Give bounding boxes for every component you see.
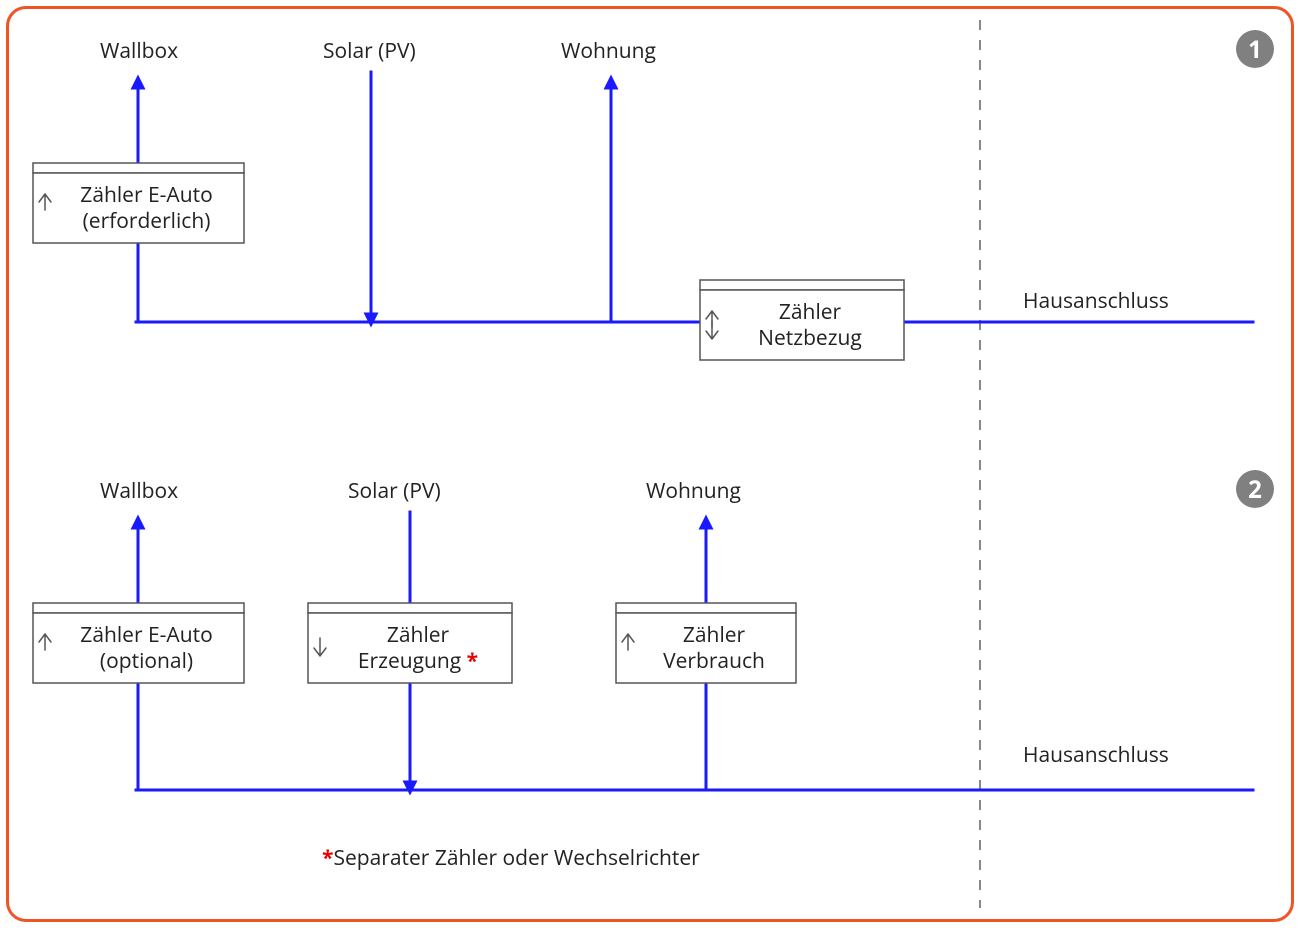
s2-label-hausanschluss: Hausanschluss	[1023, 742, 1169, 768]
footnote-star: *	[322, 844, 333, 872]
s2-meter-erzeugung-line2: Erzeugung *	[358, 647, 478, 675]
s2-meter-eauto-line1: Zähler E-Auto	[80, 621, 212, 649]
footnote-text: Separater Zähler oder Wechselrichter	[333, 844, 699, 872]
s1-label-solar: Solar (PV)	[323, 38, 416, 64]
section-badge-2: 2	[1236, 470, 1274, 508]
section-badge-1: 1	[1236, 30, 1274, 68]
s2-meter-eauto: Zähler E-Auto(optional)	[33, 603, 244, 683]
footnote: *Separater Zähler oder Wechselrichter	[322, 845, 700, 871]
s1-label-hausanschluss: Hausanschluss	[1023, 288, 1169, 314]
s2-meter-verbrauch: ZählerVerbrauch	[616, 603, 796, 683]
s2-meter-erzeugung: ZählerErzeugung *	[308, 603, 512, 683]
s1-meter-netzbezug-line1: Zähler	[779, 298, 842, 326]
s2-meter-verbrauch-line1: Zähler	[683, 621, 746, 649]
s1-label-wallbox: Wallbox	[100, 38, 178, 64]
s2-meter-erzeugung-line1: Zähler	[387, 621, 450, 649]
s1-meter-eauto-line2: (erforderlich)	[83, 207, 211, 235]
s1-meter-netzbezug: ZählerNetzbezug	[700, 280, 904, 360]
diagram-svg: Zähler E-Auto(erforderlich)ZählerNetzbez…	[0, 0, 1300, 928]
s2-label-wallbox: Wallbox	[100, 478, 178, 504]
s2-label-solar: Solar (PV)	[348, 478, 441, 504]
s1-label-wohnung: Wohnung	[561, 38, 656, 64]
s1-meter-netzbezug-line2: Netzbezug	[758, 324, 862, 352]
s2-label-wohnung: Wohnung	[646, 478, 741, 504]
s2-meter-eauto-line2: (optional)	[100, 647, 193, 675]
s1-meter-eauto-line1: Zähler E-Auto	[80, 181, 212, 209]
s2-meter-verbrauch-line2: Verbrauch	[663, 647, 765, 675]
s1-meter-eauto: Zähler E-Auto(erforderlich)	[33, 163, 244, 243]
